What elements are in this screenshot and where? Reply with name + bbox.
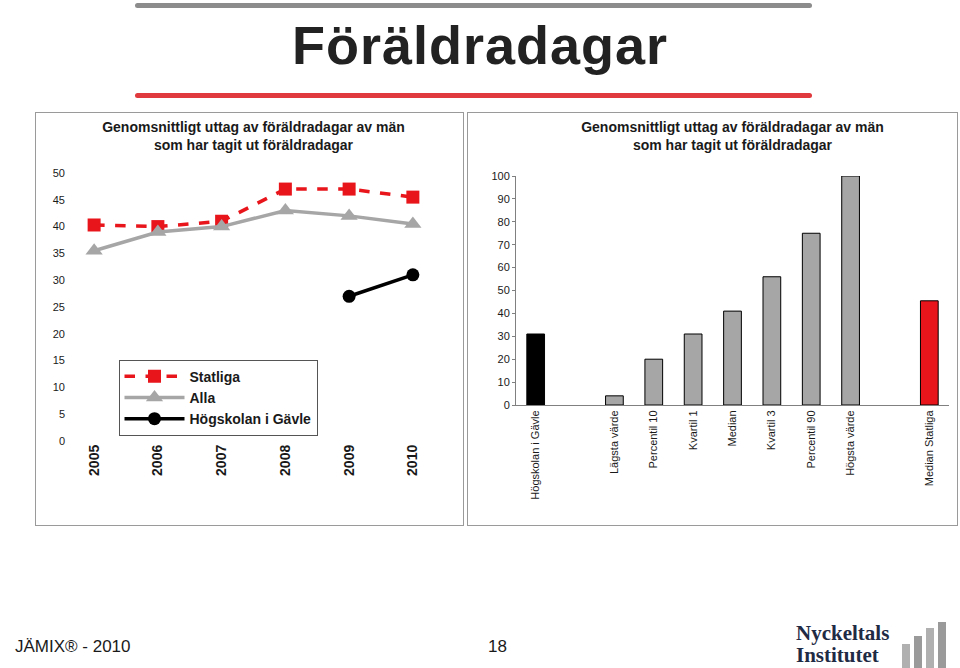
svg-text:Genomsnittligt uttag av föräld: Genomsnittligt uttag av föräldradagar av…	[102, 119, 405, 153]
svg-text:Kvartil 3: Kvartil 3	[765, 410, 777, 450]
html-text:Föräldradagar: Föräldradagar	[291, 15, 668, 75]
html-text:Institutet: Institutet	[796, 643, 879, 667]
svg-text:35: 35	[53, 247, 65, 259]
svg-text:20: 20	[498, 353, 510, 365]
svg-text:50: 50	[498, 284, 510, 296]
svg-text:Alla: Alla	[190, 390, 216, 406]
svg-text:10: 10	[53, 381, 65, 393]
html-text:JÄMIX® - 2010: JÄMIX® - 2010	[15, 637, 131, 656]
svg-text:2010: 2010	[404, 445, 420, 476]
svg-text:80: 80	[498, 216, 510, 228]
svg-text:Högsta värde: Högsta värde	[844, 410, 856, 475]
svg-text:Högskolan i Gävle: Högskolan i Gävle	[529, 410, 541, 499]
svg-text:40: 40	[53, 220, 65, 232]
svg-text:70: 70	[498, 239, 510, 251]
svg-text:40: 40	[498, 307, 510, 319]
svg-text:2006: 2006	[149, 445, 165, 476]
html-text:18: 18	[488, 637, 507, 656]
svg-text:20: 20	[53, 328, 65, 340]
html-text:Nyckeltals: Nyckeltals	[796, 621, 890, 645]
svg-text:2008: 2008	[277, 445, 293, 476]
svg-text:100: 100	[491, 170, 509, 182]
svg-text:10: 10	[498, 376, 510, 388]
svg-text:15: 15	[53, 354, 65, 366]
svg-text:90: 90	[498, 193, 510, 205]
svg-text:2009: 2009	[341, 445, 357, 476]
svg-text:Median: Median	[726, 410, 738, 446]
svg-text:60: 60	[498, 261, 510, 273]
svg-text:Genomsnittligt uttag av föräld: Genomsnittligt uttag av föräldradagar av…	[581, 119, 884, 153]
svg-text:Kvartil 1: Kvartil 1	[687, 410, 699, 450]
svg-text:Lägsta värde: Lägsta värde	[608, 410, 620, 474]
svg-text:2007: 2007	[213, 445, 229, 476]
svg-text:45: 45	[53, 194, 65, 206]
svg-text:Median Statliga: Median Statliga	[923, 410, 935, 487]
svg-text:0: 0	[504, 399, 510, 411]
svg-text:5: 5	[59, 408, 65, 420]
svg-text:0: 0	[59, 435, 65, 447]
svg-text:25: 25	[53, 301, 65, 313]
svg-text:Percentil 10: Percentil 10	[647, 410, 659, 468]
svg-text:30: 30	[53, 274, 65, 286]
svg-text:30: 30	[498, 330, 510, 342]
svg-text:2005: 2005	[86, 445, 102, 476]
svg-text:Statliga: Statliga	[190, 369, 241, 385]
svg-text:Högskolan i Gävle: Högskolan i Gävle	[190, 411, 312, 427]
svg-text:50: 50	[53, 167, 65, 179]
svg-text:Percentil 90: Percentil 90	[805, 410, 817, 468]
